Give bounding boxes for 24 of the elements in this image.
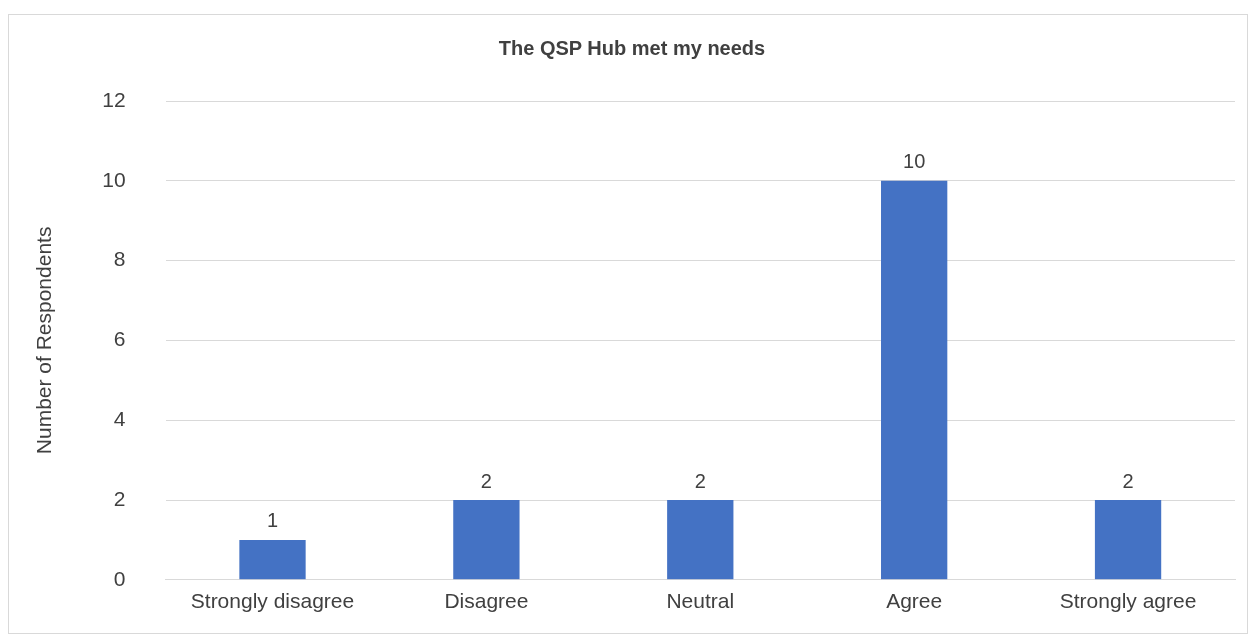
bar bbox=[453, 500, 520, 580]
y-tick-label: 12 bbox=[102, 87, 126, 111]
bar bbox=[881, 180, 948, 580]
bar bbox=[1094, 500, 1162, 580]
x-tick-label: Disagree bbox=[444, 589, 529, 613]
y-tick-label: 0 bbox=[113, 566, 126, 590]
x-tick-label: Agree bbox=[886, 589, 943, 613]
data-label: 2 bbox=[1122, 469, 1134, 492]
data-label: 10 bbox=[903, 150, 926, 173]
data-label: 1 bbox=[266, 509, 279, 532]
bar bbox=[239, 539, 306, 580]
x-tick-label: Neutral bbox=[666, 589, 735, 613]
y-tick-label: 8 bbox=[113, 247, 126, 271]
chart-title: The QSP Hub met my needs bbox=[498, 36, 766, 59]
y-tick-label: 10 bbox=[102, 167, 126, 191]
bar bbox=[667, 500, 734, 580]
y-axis-title: Number of Respondents bbox=[32, 226, 56, 455]
y-tick-label: 2 bbox=[113, 486, 126, 510]
data-label: 2 bbox=[694, 469, 706, 492]
x-tick-label: Strongly disagree bbox=[190, 589, 355, 613]
x-tick-label: Strongly agree bbox=[1059, 589, 1197, 613]
y-tick-label: 4 bbox=[113, 407, 126, 430]
y-tick-label: 6 bbox=[113, 327, 126, 351]
data-label: 2 bbox=[480, 469, 492, 492]
